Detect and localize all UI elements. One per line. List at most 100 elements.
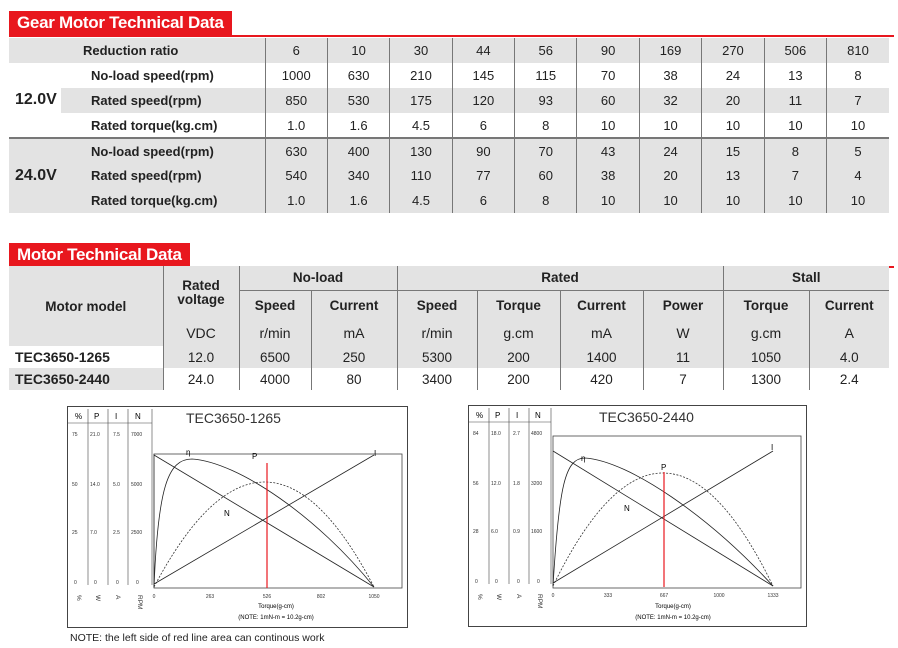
- value-cell: 38: [638, 63, 702, 88]
- x-tick: 1050: [368, 594, 379, 600]
- value-cell: 1.0: [264, 113, 328, 138]
- value-cell: 10: [826, 188, 889, 213]
- p-label: P: [661, 463, 666, 472]
- value-cell: 400: [326, 137, 390, 163]
- motor-row: TEC3650-1265 12.0 6500 250 5300 200 1400…: [9, 346, 890, 368]
- value-cell: 32: [638, 88, 702, 113]
- scale-value: 21.0: [90, 432, 100, 438]
- unit-note: (NOTE: 1mN-m = 10.2g-cm): [238, 615, 314, 621]
- value-cell: 130: [389, 137, 453, 163]
- value-cell: 20: [638, 163, 702, 188]
- ratio-cell: 56: [514, 38, 577, 63]
- footer-note: NOTE: the left side of red line area can…: [70, 632, 325, 644]
- value-cell: 13: [701, 163, 765, 188]
- value-cell: 7: [642, 368, 724, 390]
- ratio-row: Reduction ratio 6 10 30 44 56 90 169 270…: [9, 38, 889, 63]
- value-cell: 210: [389, 63, 453, 88]
- value-cell: 60: [576, 88, 640, 113]
- scale-value: 0: [136, 580, 139, 586]
- row-label: Rated torque(kg.cm): [91, 117, 218, 133]
- value-cell: 4000: [238, 368, 311, 390]
- col-head: %: [476, 411, 483, 420]
- scale-value: 75: [72, 432, 78, 438]
- value-cell: 7: [826, 88, 889, 113]
- value-cell: 4.5: [389, 188, 453, 213]
- value-cell: 1050: [722, 346, 810, 368]
- ratio-cell: 30: [389, 38, 453, 63]
- value-cell: 2.4: [808, 368, 890, 390]
- motor-units-row: VDC r/min mA r/min g.cm mA W g.cm A: [9, 320, 890, 346]
- noload-header: No-load: [238, 266, 397, 291]
- gear-row: Rated torque(kg.cm) 1.0 1.6 4.5 6 8 10 1…: [9, 113, 889, 138]
- value-cell: 630: [264, 137, 328, 163]
- chart-svg: % P I N 75 21.0 7.5 7000 50 14.0 5.0 500…: [68, 409, 403, 621]
- value-cell: 120: [451, 88, 515, 113]
- scale-value: 0: [475, 579, 478, 585]
- value-cell: 630: [326, 63, 390, 88]
- rated-header: Rated: [396, 266, 724, 291]
- value-cell: 11: [763, 88, 827, 113]
- value-cell: 200: [476, 368, 560, 390]
- x-axis-label: Torque(g-cm): [258, 604, 294, 610]
- scale-value: 2.7: [513, 431, 520, 437]
- ratio-cell: 270: [701, 38, 765, 63]
- scale-value: 6.0: [491, 529, 498, 535]
- value-cell: 420: [559, 368, 643, 390]
- x-axis-label: Torque(g-cm): [655, 604, 691, 610]
- motor-model-header: Motor model: [9, 266, 163, 346]
- gear-section-title: Gear Motor Technical Data: [9, 11, 232, 35]
- unit-cell: A: [808, 320, 890, 346]
- x-tick: 526: [263, 594, 272, 600]
- ratio-cell: 44: [451, 38, 515, 63]
- n-label: N: [624, 504, 630, 513]
- ratio-label: Reduction ratio: [9, 38, 266, 63]
- unit-cell: r/min: [238, 320, 311, 346]
- scale-value: 14.0: [90, 482, 100, 488]
- unit-cell: r/min: [396, 320, 477, 346]
- value-cell: 8: [514, 188, 577, 213]
- unit-note: (NOTE: 1mN-m = 10.2g-cm): [635, 615, 711, 621]
- scale-value: 3200: [531, 481, 542, 487]
- row-label: Rated speed(rpm): [61, 88, 266, 113]
- scale-value: 2.5: [113, 530, 120, 536]
- x-tick: 0: [153, 594, 156, 600]
- value-cell: 10: [763, 188, 827, 213]
- scale-value: 0: [94, 580, 97, 586]
- ratio-cell: 810: [826, 38, 889, 63]
- motor-model-name: TEC3650-2440: [9, 368, 163, 390]
- unit-label: A: [114, 595, 121, 600]
- value-cell: 110: [389, 163, 453, 188]
- voltage-label: 12.0V: [9, 63, 61, 138]
- gear-data-table: Reduction ratio 6 10 30 44 56 90 169 270…: [9, 38, 889, 213]
- value-cell: 24: [638, 137, 702, 163]
- value-cell: 1300: [722, 368, 810, 390]
- performance-chart-1265: % P I N 75 21.0 7.5 7000 50 14.0 5.0 500…: [67, 406, 408, 628]
- value-cell: 145: [451, 63, 515, 88]
- x-tick: 0: [552, 593, 555, 599]
- gear-row: Rated speed(rpm) 850 530 175 120 93 60 3…: [9, 88, 889, 113]
- value-cell: 10: [701, 113, 765, 138]
- ratio-cell: 169: [638, 38, 702, 63]
- scale-value: 2500: [131, 530, 142, 536]
- value-cell: 115: [514, 63, 577, 88]
- value-cell: 43: [576, 137, 640, 163]
- voltage-label: 24.0V: [9, 137, 61, 213]
- value-cell: 60: [514, 163, 577, 188]
- unit-label: W: [495, 594, 502, 601]
- col-head: I: [516, 411, 518, 420]
- unit-label: RPM: [136, 595, 143, 609]
- x-tick: 667: [660, 593, 669, 599]
- value-cell: 93: [514, 88, 577, 113]
- value-cell: 175: [389, 88, 453, 113]
- value-cell: 20: [701, 88, 765, 113]
- value-cell: 4.5: [389, 113, 453, 138]
- value-cell: 200: [476, 346, 560, 368]
- value-cell: 3400: [396, 368, 477, 390]
- gear-row: Rated torque(kg.cm) 1.0 1.6 4.5 6 8 10 1…: [9, 188, 889, 213]
- motor-subheader-row: Speed Current Speed Torque Current Power…: [9, 290, 890, 320]
- value-cell: 540: [264, 163, 328, 188]
- value-cell: 10: [638, 188, 702, 213]
- subheader-cell: Current: [310, 290, 397, 320]
- value-cell: 10: [826, 113, 889, 138]
- unit-label: W: [94, 595, 101, 602]
